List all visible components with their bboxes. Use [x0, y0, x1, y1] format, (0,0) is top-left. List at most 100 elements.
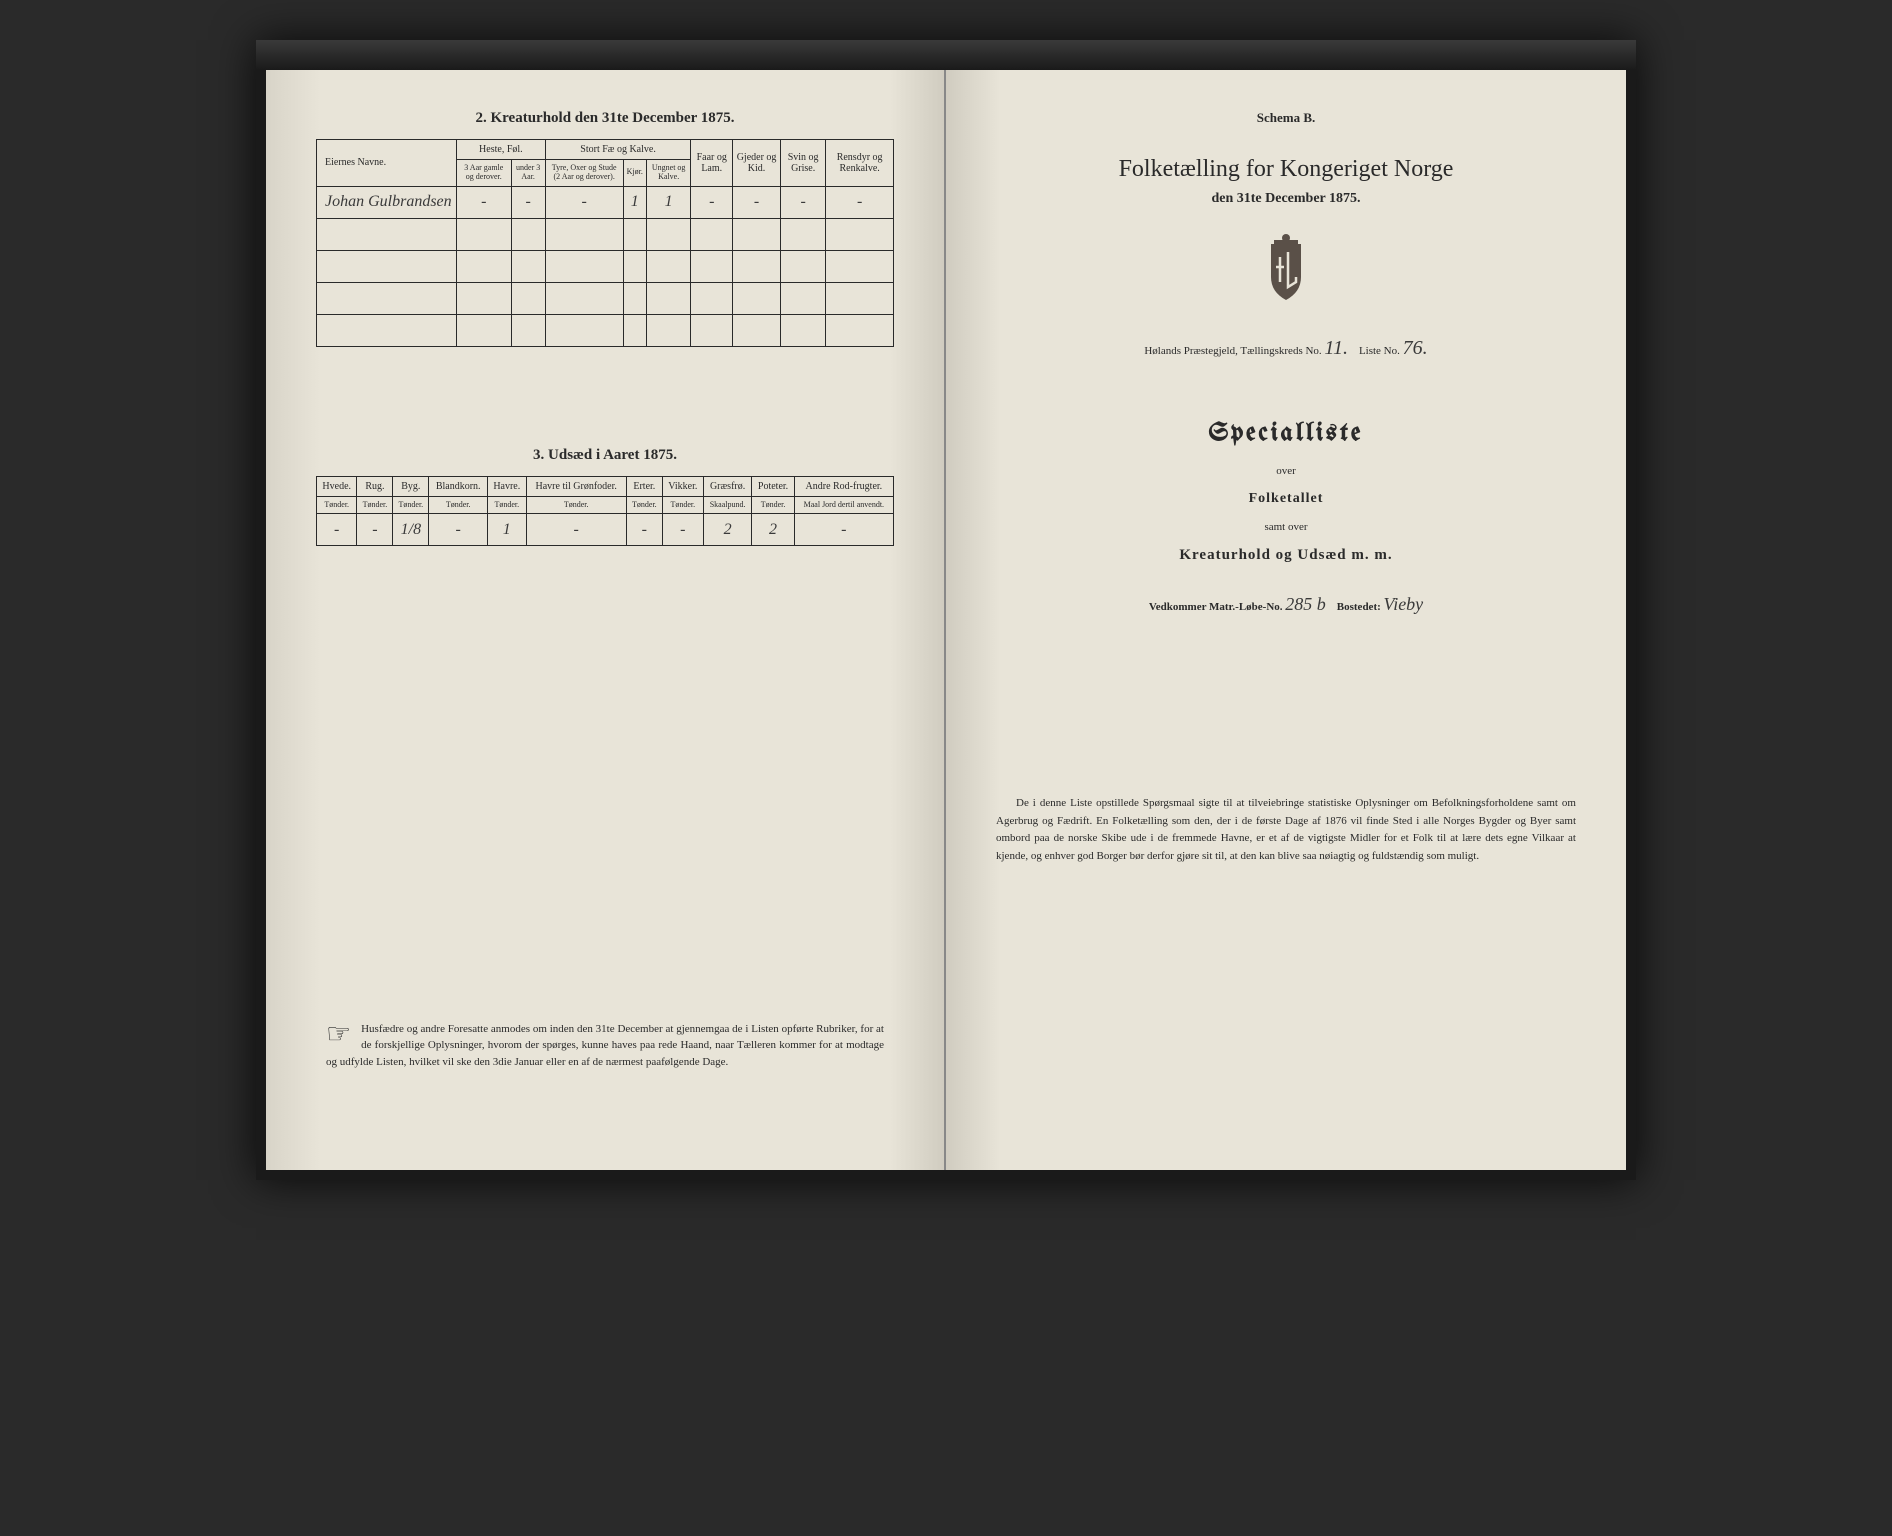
parish-prefix: Hølands Præstegjeld, Tællingskreds No. [1144, 345, 1321, 357]
samt-over: samt over [996, 521, 1576, 533]
seed-header: Andre Rod-frugter. [794, 476, 893, 496]
owner-name [317, 218, 457, 250]
seed-subheader: Tønder. [526, 496, 626, 514]
cell [457, 218, 512, 250]
seed-header: Blandkorn. [429, 476, 488, 496]
cell [733, 282, 781, 314]
seed-table: Hvede.Rug.Byg.Blandkorn.Havre.Havre til … [316, 476, 894, 547]
owner-name [317, 314, 457, 346]
bosted-prefix: Bostedet: [1337, 601, 1381, 613]
seed-header: Havre. [488, 476, 527, 496]
seed-cell: 1 [488, 514, 527, 546]
th-horses-1: 3 Aar gamle og derover. [457, 160, 512, 187]
cell: 1 [623, 186, 646, 218]
cell [691, 314, 733, 346]
seed-header: Havre til Grønfoder. [526, 476, 626, 496]
seed-subheader: Tønder. [357, 496, 393, 514]
footer-text: Husfædre og andre Foresatte anmodes om i… [326, 1023, 884, 1068]
cell [781, 218, 826, 250]
th-cattle-1: Tyre, Oxer og Stude (2 Aar og derover). [545, 160, 623, 187]
main-title: Folketælling for Kongeriget Norge [996, 156, 1576, 183]
cell [691, 282, 733, 314]
th-name: Eiernes Navne. [317, 140, 457, 187]
kreaturhold: Kreaturhold og Udsæd m. m. [996, 547, 1576, 564]
th-cattle: Stort Fæ og Kalve. [545, 140, 691, 160]
seed-header: Byg. [393, 476, 429, 496]
matr-prefix: Vedkommer Matr.-Løbe-No. [1149, 601, 1283, 613]
folketallet: Folketallet [996, 491, 1576, 507]
cell [691, 250, 733, 282]
livestock-table: Eiernes Navne. Heste, Føl. Stort Fæ og K… [316, 139, 894, 347]
table-row [317, 218, 894, 250]
cell [511, 250, 545, 282]
owner-name: Johan Gulbrandsen [317, 186, 457, 218]
pointing-hand-icon: ☞ [326, 1021, 351, 1049]
cell [826, 282, 894, 314]
seed-header: Vikker. [662, 476, 703, 496]
owner-name [317, 282, 457, 314]
matr-no: 285 b [1285, 594, 1326, 614]
seed-subheader: Tønder. [626, 496, 662, 514]
seed-header: Erter. [626, 476, 662, 496]
liste-prefix: Liste No. [1359, 345, 1400, 357]
cell [623, 250, 646, 282]
table-row [317, 250, 894, 282]
schema-label: Schema B. [996, 110, 1576, 126]
cell [826, 218, 894, 250]
left-page: 2. Kreaturhold den 31te December 1875. E… [266, 70, 946, 1170]
cell [623, 282, 646, 314]
cell [545, 314, 623, 346]
binding [256, 40, 1636, 70]
seed-header: Græsfrø. [703, 476, 752, 496]
cell [733, 314, 781, 346]
cell: - [691, 186, 733, 218]
seed-subheader: Skaalpund. [703, 496, 752, 514]
seed-cell: - [429, 514, 488, 546]
coat-of-arms-icon [1256, 232, 1316, 307]
cell: - [511, 186, 545, 218]
right-footer-note: De i denne Liste opstillede Spørgsmaal s… [996, 795, 1576, 865]
th-pigs: Svin og Grise. [781, 140, 826, 187]
cell [646, 282, 691, 314]
book-spread: 2. Kreaturhold den 31te December 1875. E… [256, 40, 1636, 1180]
seed-subheader: Tønder. [429, 496, 488, 514]
seed-subheader: Maal Jord dertil anvendt. [794, 496, 893, 514]
over: over [996, 465, 1576, 477]
th-horses-2: under 3 Aar. [511, 160, 545, 187]
cell [623, 218, 646, 250]
th-goats: Gjeder og Kid. [733, 140, 781, 187]
seed-cell: - [626, 514, 662, 546]
th-horses: Heste, Føl. [457, 140, 546, 160]
cell [733, 218, 781, 250]
section2-title: 2. Kreaturhold den 31te December 1875. [316, 110, 894, 127]
cell [457, 282, 512, 314]
cell: - [733, 186, 781, 218]
cell [691, 218, 733, 250]
th-cattle-3: Ungnet og Kalve. [646, 160, 691, 187]
seed-cell: - [526, 514, 626, 546]
cell [511, 314, 545, 346]
owner-name [317, 250, 457, 282]
cell: - [826, 186, 894, 218]
table-row: Johan Gulbrandsen---11---- [317, 186, 894, 218]
seed-cell: 2 [703, 514, 752, 546]
liste-no: 76. [1403, 337, 1428, 359]
cell [733, 250, 781, 282]
cell [545, 250, 623, 282]
seed-subheader: Tønder. [752, 496, 794, 514]
th-cattle-2: Kjør. [623, 160, 646, 187]
seed-header: Poteter. [752, 476, 794, 496]
left-footer-note: ☞ Husfædre og andre Foresatte anmodes om… [326, 1021, 884, 1071]
th-sheep: Faar og Lam. [691, 140, 733, 187]
cell [545, 218, 623, 250]
seed-subheader: Tønder. [317, 496, 357, 514]
cell [511, 218, 545, 250]
cell [646, 250, 691, 282]
cell [511, 282, 545, 314]
cell: - [781, 186, 826, 218]
cell [781, 314, 826, 346]
seed-subheader: Tønder. [393, 496, 429, 514]
bosted: Vieby [1384, 594, 1424, 614]
cell [646, 314, 691, 346]
cell [457, 314, 512, 346]
